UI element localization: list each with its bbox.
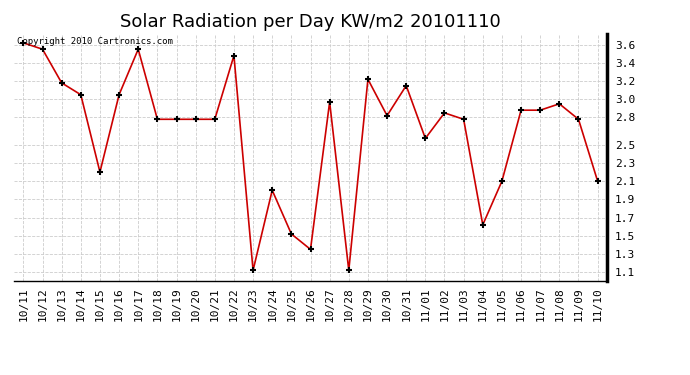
Title: Solar Radiation per Day KW/m2 20101110: Solar Radiation per Day KW/m2 20101110 bbox=[120, 13, 501, 31]
Text: Copyright 2010 Cartronics.com: Copyright 2010 Cartronics.com bbox=[17, 38, 172, 46]
